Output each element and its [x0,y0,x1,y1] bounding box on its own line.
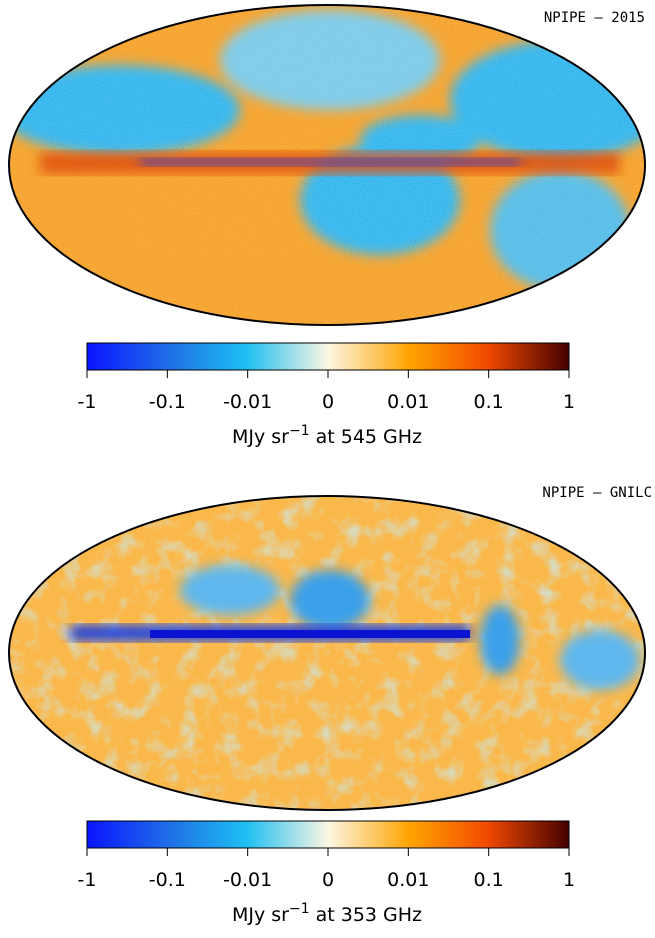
sky-map [9,5,645,325]
axis-label: MJy sr−1 at 545 GHz [232,423,422,448]
axis-label-part: MJy sr [232,904,289,926]
map-outline [8,4,646,326]
tick-label: 1 [563,869,575,891]
colorbar [86,820,570,849]
tick-label: -0.01 [223,869,272,891]
panel-label: NPIPE — GNILC [542,485,652,501]
colorbar [86,342,570,371]
tick-label: 0.01 [387,869,429,891]
axis-label-part: −1 [289,901,310,917]
tick-label: -0.01 [223,391,272,413]
axis-label: MJy sr−1 at 353 GHz [232,901,422,926]
tick-label: 0 [322,869,334,891]
axis-label-part: at 353 GHz [316,904,422,926]
axis-label-part: at 545 GHz [316,426,422,448]
tick-label: -0.1 [149,869,186,891]
map-outline [8,495,646,811]
sky-map [9,496,645,810]
tick-label: 0.1 [474,869,504,891]
tick-label: 0 [322,391,334,413]
axis-label-part: −1 [289,423,310,439]
tick-label: 0.1 [474,391,504,413]
tick-label: 0.01 [387,391,429,413]
tick-label: -0.1 [149,391,186,413]
axis-label-part: MJy sr [232,426,289,448]
tick-label: 1 [563,391,575,413]
tick-label: -1 [78,869,97,891]
panel-label: NPIPE — 2015 [544,10,645,26]
tick-label: -1 [78,391,97,413]
